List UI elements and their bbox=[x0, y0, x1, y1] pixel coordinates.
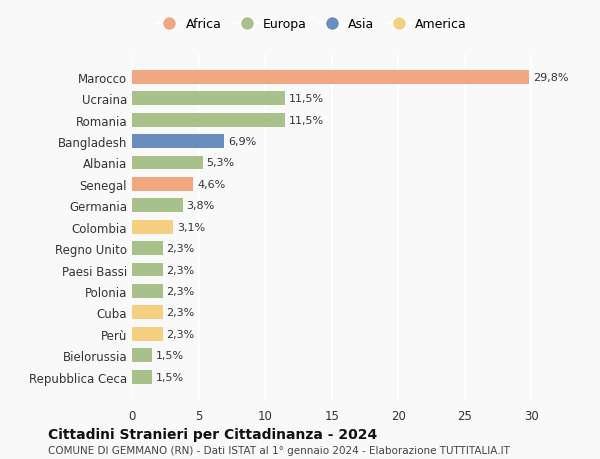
Bar bbox=[132, 71, 529, 84]
Bar bbox=[132, 220, 173, 234]
Text: 2,3%: 2,3% bbox=[167, 265, 195, 275]
Text: 2,3%: 2,3% bbox=[167, 286, 195, 296]
Bar bbox=[132, 284, 163, 298]
Bar bbox=[132, 327, 163, 341]
Text: 1,5%: 1,5% bbox=[156, 372, 184, 382]
Text: 2,3%: 2,3% bbox=[167, 329, 195, 339]
Bar bbox=[132, 113, 285, 127]
Text: 4,6%: 4,6% bbox=[197, 179, 226, 190]
Bar bbox=[132, 92, 285, 106]
Text: 11,5%: 11,5% bbox=[289, 115, 324, 125]
Text: COMUNE DI GEMMANO (RN) - Dati ISTAT al 1° gennaio 2024 - Elaborazione TUTTITALIA: COMUNE DI GEMMANO (RN) - Dati ISTAT al 1… bbox=[48, 446, 510, 455]
Text: 11,5%: 11,5% bbox=[289, 94, 324, 104]
Text: 1,5%: 1,5% bbox=[156, 350, 184, 360]
Text: 6,9%: 6,9% bbox=[228, 137, 256, 147]
Text: 2,3%: 2,3% bbox=[167, 308, 195, 318]
Bar bbox=[132, 241, 163, 256]
Legend: Africa, Europa, Asia, America: Africa, Europa, Asia, America bbox=[152, 13, 472, 36]
Bar bbox=[132, 263, 163, 277]
Text: 3,1%: 3,1% bbox=[177, 222, 205, 232]
Text: 2,3%: 2,3% bbox=[167, 244, 195, 253]
Text: Cittadini Stranieri per Cittadinanza - 2024: Cittadini Stranieri per Cittadinanza - 2… bbox=[48, 427, 377, 442]
Bar bbox=[132, 348, 152, 362]
Bar bbox=[132, 306, 163, 319]
Bar bbox=[132, 178, 193, 191]
Bar bbox=[132, 199, 182, 213]
Text: 3,8%: 3,8% bbox=[187, 201, 215, 211]
Bar bbox=[132, 370, 152, 384]
Text: 5,3%: 5,3% bbox=[206, 158, 235, 168]
Bar bbox=[132, 156, 203, 170]
Text: 29,8%: 29,8% bbox=[533, 73, 568, 83]
Bar bbox=[132, 135, 224, 149]
